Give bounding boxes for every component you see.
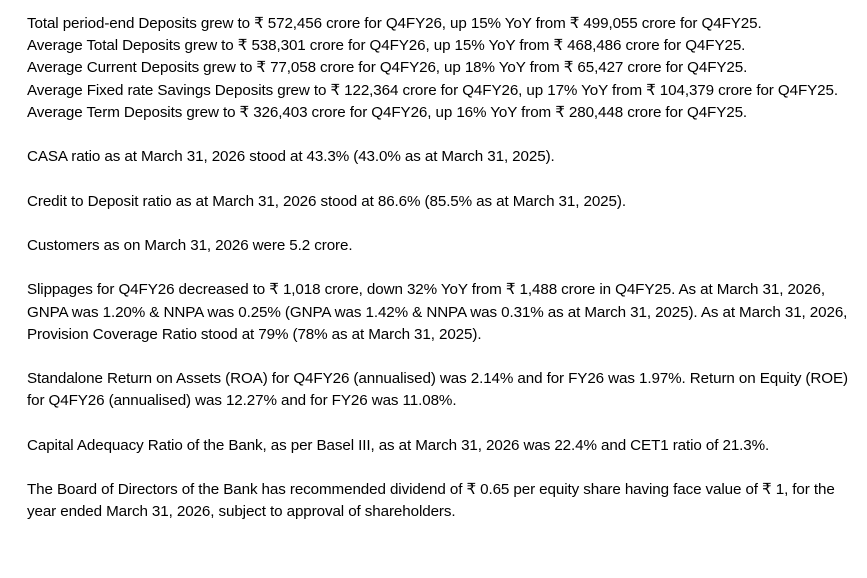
- slippages-paragraph: Slippages for Q4FY26 decreased to ₹ 1,01…: [27, 281, 848, 343]
- paragraph-spacer: [27, 213, 855, 235]
- deposits-average-fixed-rate-savings: Average Fixed rate Savings Deposits grew…: [27, 81, 838, 99]
- customers-paragraph: Customers as on March 31, 2026 were 5.2 …: [27, 236, 353, 254]
- deposits-average-term: Average Term Deposits grew to ₹ 326,403 …: [27, 103, 748, 121]
- returns-paragraph: Standalone Return on Assets (ROA) for Q4…: [27, 370, 848, 410]
- paragraph-spacer: [27, 457, 855, 479]
- paragraph-spacer: [27, 168, 855, 190]
- paragraph-spacer: [27, 124, 855, 146]
- paragraph-spacer: [27, 413, 855, 435]
- document-body: Total period-end Deposits grew to ₹ 572,…: [27, 13, 855, 524]
- dividend-paragraph: The Board of Directors of the Bank has r…: [27, 481, 835, 521]
- deposits-average-total: Average Total Deposits grew to ₹ 538,301…: [27, 37, 746, 55]
- paragraph-spacer: [27, 257, 855, 279]
- capital-adequacy-paragraph: Capital Adequacy Ratio of the Bank, as p…: [27, 436, 770, 454]
- paragraph-spacer: [27, 346, 855, 368]
- casa-ratio-paragraph: CASA ratio as at March 31, 2026 stood at…: [27, 148, 555, 166]
- credit-deposit-ratio-paragraph: Credit to Deposit ratio as at March 31, …: [27, 192, 626, 210]
- deposits-total-period-end: Total period-end Deposits grew to ₹ 572,…: [27, 15, 762, 32]
- deposits-average-current: Average Current Deposits grew to ₹ 77,05…: [27, 59, 748, 77]
